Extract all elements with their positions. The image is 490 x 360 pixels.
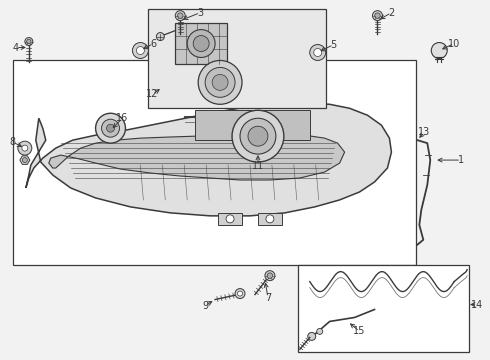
Text: 10: 10 [448, 39, 460, 49]
Circle shape [175, 11, 185, 21]
Polygon shape [20, 156, 30, 165]
Circle shape [265, 271, 275, 280]
Bar [175, 23, 227, 64]
Circle shape [193, 36, 209, 51]
Circle shape [156, 32, 164, 41]
Circle shape [198, 60, 242, 104]
Circle shape [235, 289, 245, 298]
Text: 9: 9 [202, 301, 208, 311]
Bar [298, 265, 469, 352]
Circle shape [226, 215, 234, 223]
Circle shape [25, 37, 33, 45]
Circle shape [101, 119, 120, 137]
Circle shape [308, 332, 316, 340]
Circle shape [232, 110, 284, 162]
Circle shape [205, 67, 235, 97]
Circle shape [314, 49, 322, 57]
Text: 2: 2 [388, 8, 394, 18]
Bar [258, 213, 282, 225]
Circle shape [240, 118, 276, 154]
Bar [148, 9, 326, 108]
Text: 1: 1 [458, 155, 464, 165]
Text: 8: 8 [10, 137, 16, 147]
Circle shape [375, 13, 380, 18]
Circle shape [96, 113, 125, 143]
Text: 16: 16 [116, 113, 128, 123]
Text: 3: 3 [197, 8, 203, 18]
Circle shape [26, 39, 31, 44]
Circle shape [310, 45, 326, 60]
Text: 7: 7 [265, 293, 271, 302]
Polygon shape [26, 103, 392, 216]
Circle shape [317, 328, 323, 334]
Circle shape [106, 124, 115, 132]
Circle shape [212, 75, 228, 90]
Text: 13: 13 [418, 127, 430, 137]
Text: 5: 5 [331, 40, 337, 50]
Text: 14: 14 [471, 300, 483, 310]
Circle shape [23, 158, 27, 163]
Circle shape [187, 30, 215, 58]
Text: 15: 15 [353, 327, 366, 336]
Bar [13, 60, 416, 265]
Circle shape [18, 141, 32, 155]
Circle shape [136, 46, 145, 54]
Circle shape [22, 145, 28, 151]
Circle shape [177, 13, 183, 18]
Text: 12: 12 [146, 89, 159, 99]
Circle shape [248, 126, 268, 146]
Polygon shape [49, 134, 344, 180]
Circle shape [267, 273, 272, 278]
Bar [218, 213, 242, 225]
Text: 11: 11 [252, 161, 264, 171]
Circle shape [238, 291, 243, 296]
Text: 4: 4 [13, 42, 19, 53]
Circle shape [132, 42, 148, 58]
Circle shape [266, 215, 274, 223]
Circle shape [431, 42, 447, 58]
Circle shape [372, 11, 383, 21]
Text: 6: 6 [150, 39, 156, 49]
Bar [195, 110, 310, 140]
